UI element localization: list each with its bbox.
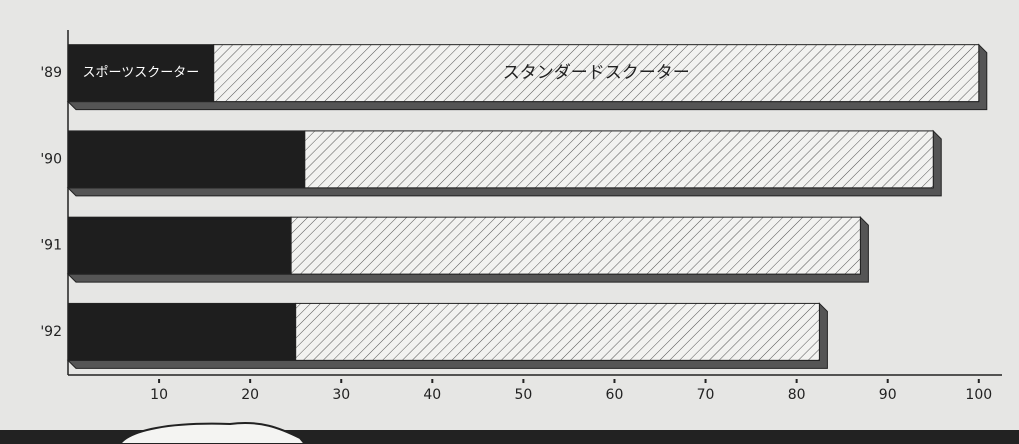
y-tick-label: '90 xyxy=(40,151,62,167)
bar-segment xyxy=(213,44,980,103)
legend-label: スタンダードスクーター xyxy=(503,63,690,83)
x-tick-label: 100 xyxy=(965,387,992,403)
plot-area: 10 20 30 40 50 60 70 80 90 100 '89 スポーツスクーター スタンダードス… xyxy=(40,30,1002,403)
y-tick-label: '89 xyxy=(40,65,62,81)
bar-segment xyxy=(67,130,306,189)
x-tick-label: 20 xyxy=(241,387,259,403)
x-tick-label: 90 xyxy=(879,387,897,403)
y-tick-label: '92 xyxy=(40,324,62,340)
legend-label: スポーツスクーター xyxy=(82,66,199,81)
mascot xyxy=(118,422,307,444)
x-tick-label: 60 xyxy=(606,387,624,403)
x-tick-label: 40 xyxy=(423,387,441,403)
x-tick-label: 10 xyxy=(150,387,168,403)
bar-segment xyxy=(67,44,215,103)
bar-segment xyxy=(295,302,820,361)
x-tick-label: 50 xyxy=(514,387,532,403)
x-tick-label: 30 xyxy=(332,387,350,403)
x-tick-label: 70 xyxy=(697,387,715,403)
y-tick-label: '91 xyxy=(40,238,62,254)
x-tick-label: 80 xyxy=(788,387,806,403)
bar-segment xyxy=(67,216,292,275)
bar-segment xyxy=(290,216,861,275)
bar-segment xyxy=(67,302,297,361)
bar-segment xyxy=(304,130,934,189)
